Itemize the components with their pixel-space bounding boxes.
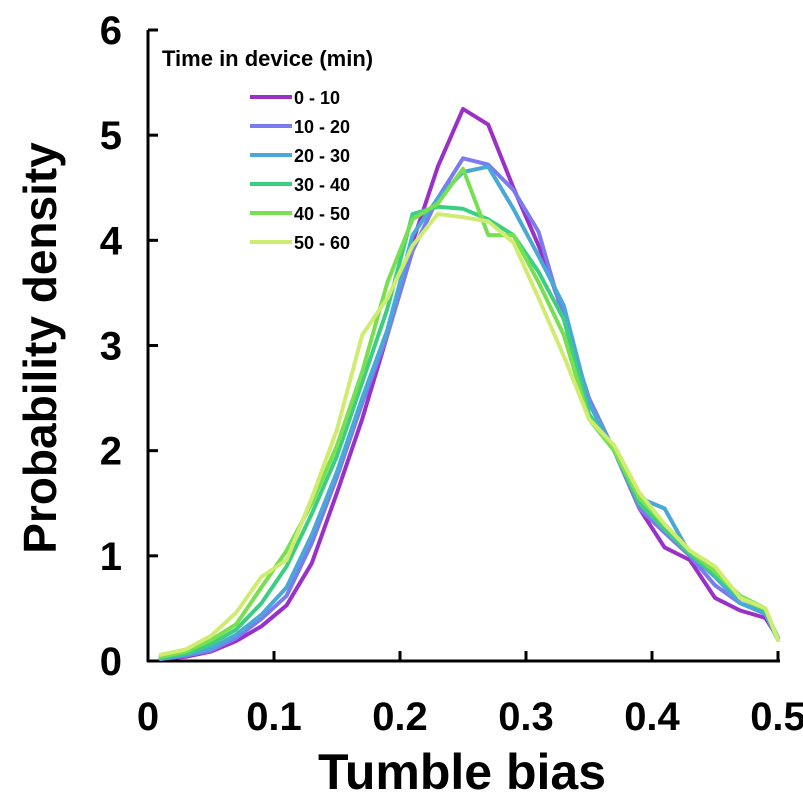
y-tick-label: 3	[100, 325, 122, 369]
x-tick-label: 0.3	[498, 695, 554, 739]
series-line-1	[158, 106, 780, 661]
legend-title: Time in device (min)	[162, 46, 373, 71]
y-axis-title: Probability density	[14, 142, 66, 554]
y-ticks: 0 1 2 3 4 5 6	[100, 9, 158, 684]
legend-item-label: 50 - 60	[294, 233, 350, 253]
legend: Time in device (min) 0 - 10 10 - 20 20 - 3…	[162, 46, 373, 253]
y-tick-label: 5	[100, 114, 122, 158]
series-line-4	[158, 204, 780, 660]
y-tick-label: 4	[100, 219, 123, 263]
x-tick-label: 0.4	[624, 695, 680, 739]
series-layer	[158, 106, 780, 661]
y-tick-label: 1	[100, 535, 122, 579]
legend-item-label: 0 - 10	[294, 88, 340, 108]
series-line-2	[158, 156, 780, 661]
x-tick-label: 0.5	[750, 695, 803, 739]
y-tick-label: 6	[100, 9, 122, 53]
y-tick-label: 2	[100, 430, 122, 474]
series-line-6	[158, 212, 780, 657]
x-tick-label: 0.2	[372, 695, 428, 739]
x-ticks: 0 0.1 0.2 0.3 0.4 0.5	[137, 651, 803, 739]
y-tick-label: 0	[100, 640, 122, 684]
legend-item-label: 30 - 40	[294, 175, 350, 195]
y-axis-title-group: Probability density	[14, 142, 66, 554]
x-axis-title: Tumble bias	[318, 744, 606, 796]
legend-item-label: 40 - 50	[294, 204, 350, 224]
x-tick-label: 0	[137, 695, 159, 739]
legend-item-label: 20 - 30	[294, 146, 350, 166]
x-tick-label: 0.1	[246, 695, 302, 739]
legend-item-label: 10 - 20	[294, 117, 350, 137]
